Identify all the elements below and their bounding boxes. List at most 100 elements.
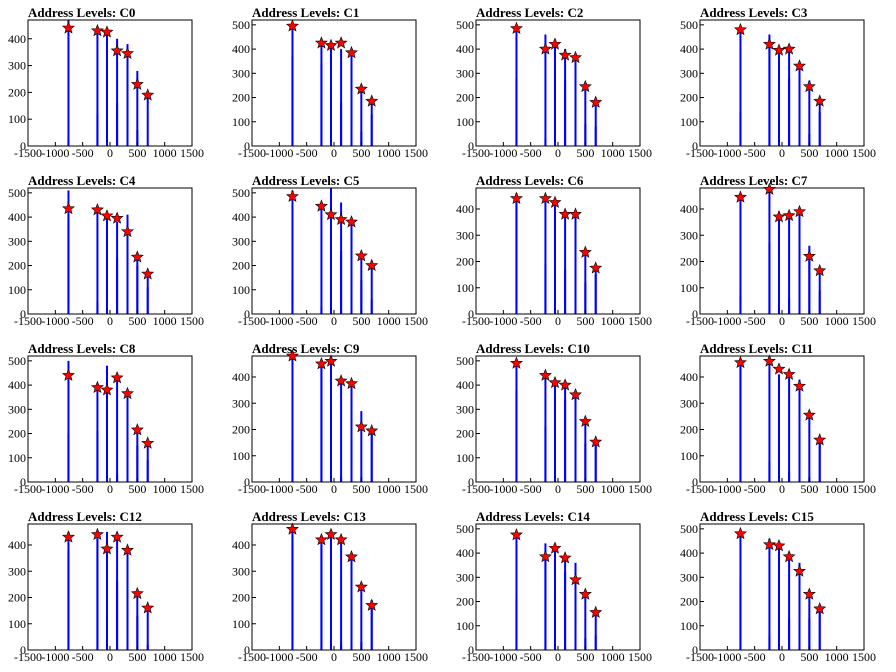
x-tick-label: -1000: [41, 314, 69, 328]
chart-panel: 0 100 200 300 400 -1500 -1000 -500 0 500 1000 1500 A…: [672, 336, 896, 504]
x-tick-label: -1000: [265, 482, 293, 496]
bar: [553, 392, 556, 482]
x-tick-label: -1500: [686, 650, 714, 664]
bar: [146, 93, 149, 146]
star-marker: [813, 263, 827, 277]
x-tick-label: 0: [331, 314, 337, 328]
star-marker: [802, 79, 816, 93]
chart-svg: 0 100 200 300 400 -1500 -1000 -500 0 500 1000 1500: [8, 19, 204, 160]
x-tick-label: -500: [744, 482, 766, 496]
y-tick-label: 300: [232, 396, 250, 410]
plot-frame: [699, 19, 865, 147]
star-marker: [782, 367, 796, 380]
bar: [594, 635, 597, 650]
star-marker: [578, 245, 592, 258]
x-tick-label: 0: [555, 482, 561, 496]
chart-panel: 0 100 200 300 400 500 -1500 -1000 -500 0 500 1000 15…: [448, 336, 672, 504]
bar: [777, 121, 780, 146]
y-tick-label: 100: [680, 619, 698, 633]
y-tick-label: 200: [680, 91, 698, 105]
bar: [105, 623, 108, 650]
bar: [584, 85, 587, 146]
star-marker: [334, 532, 348, 546]
star-marker: [589, 95, 603, 108]
star-marker: [314, 199, 328, 212]
star-marker: [100, 542, 114, 555]
bar: [768, 243, 771, 314]
star-marker: [90, 527, 104, 541]
x-tick-label: 1000: [377, 314, 401, 328]
bar: [798, 248, 801, 314]
x-tick-label: 0: [779, 650, 785, 664]
star-marker: [782, 208, 796, 222]
bar: [370, 114, 373, 146]
bar: [320, 545, 323, 650]
star-marker: [354, 82, 368, 95]
x-tick-label: 0: [555, 314, 561, 328]
x-tick-label: 1000: [153, 482, 177, 496]
bar: [584, 282, 587, 314]
x-tick-label: 1000: [377, 146, 401, 160]
y-tick-label: 100: [8, 617, 26, 631]
y-tick-label: 0: [20, 475, 26, 489]
y-tick-label: 200: [8, 259, 26, 273]
bar: [116, 258, 119, 314]
bar: [574, 256, 577, 314]
bar: [553, 596, 556, 650]
chart-svg: 0 100 200 300 400 -1500 -1000 -500 0 500 1000 1500: [456, 187, 652, 328]
chart-title: Address Levels: C10: [476, 341, 590, 356]
star-marker: [802, 249, 816, 262]
x-tick-label: -500: [520, 650, 542, 664]
star-marker: [762, 537, 776, 551]
bar: [777, 211, 780, 314]
bar: [136, 70, 139, 146]
y-tick-label: 300: [8, 234, 26, 248]
star-marker: [569, 387, 582, 401]
chart-panel: 0 100 200 300 400 500 -1500 -1000 -500 0 500 1000 15…: [0, 336, 224, 504]
bar: [818, 112, 821, 146]
bar: [67, 360, 70, 482]
x-tick-label: -1000: [265, 314, 293, 328]
y-tick-label: 400: [8, 378, 26, 392]
x-tick-label: 500: [128, 314, 146, 328]
bar: [788, 78, 791, 146]
plot-frame: [475, 523, 641, 651]
x-tick-label: -1000: [265, 146, 293, 160]
bar: [146, 460, 149, 482]
star-marker: [772, 362, 786, 375]
bar: [360, 280, 363, 314]
bar: [291, 440, 294, 482]
x-tick-label: -500: [296, 314, 318, 328]
bar: [594, 126, 597, 146]
star-marker: [141, 267, 155, 280]
bar: [360, 90, 363, 146]
chart-title: Address Levels: C4: [28, 173, 136, 188]
y-tick-label: 100: [8, 283, 26, 297]
y-tick-label: 100: [456, 281, 474, 295]
x-tick-label: -500: [520, 314, 542, 328]
star-marker: [509, 528, 523, 541]
chart-svg: 0 100 200 300 400 500 -1500 -1000 -500 0 500 1000 15…: [680, 18, 876, 160]
x-tick-label: 1000: [153, 650, 177, 664]
x-tick-label: 1500: [404, 314, 428, 328]
bar: [515, 389, 518, 482]
bar: [329, 188, 332, 314]
y-tick-label: 300: [8, 59, 26, 73]
star-marker: [141, 601, 155, 614]
y-tick-label: 300: [232, 234, 250, 248]
x-tick-label: -1000: [265, 650, 293, 664]
y-tick-label: 400: [456, 546, 474, 560]
y-tick-label: 0: [692, 643, 698, 657]
y-tick-label: 100: [232, 617, 250, 631]
star-marker: [61, 201, 75, 215]
bar: [105, 531, 108, 650]
star-marker: [558, 48, 572, 61]
x-tick-label: 500: [800, 314, 818, 328]
bar: [136, 265, 139, 314]
y-tick-label: 300: [456, 570, 474, 584]
x-tick-label: 500: [576, 482, 594, 496]
bar: [320, 63, 323, 146]
x-tick-label: 1000: [825, 314, 849, 328]
bar: [126, 404, 129, 482]
y-tick-label: 300: [8, 564, 26, 578]
